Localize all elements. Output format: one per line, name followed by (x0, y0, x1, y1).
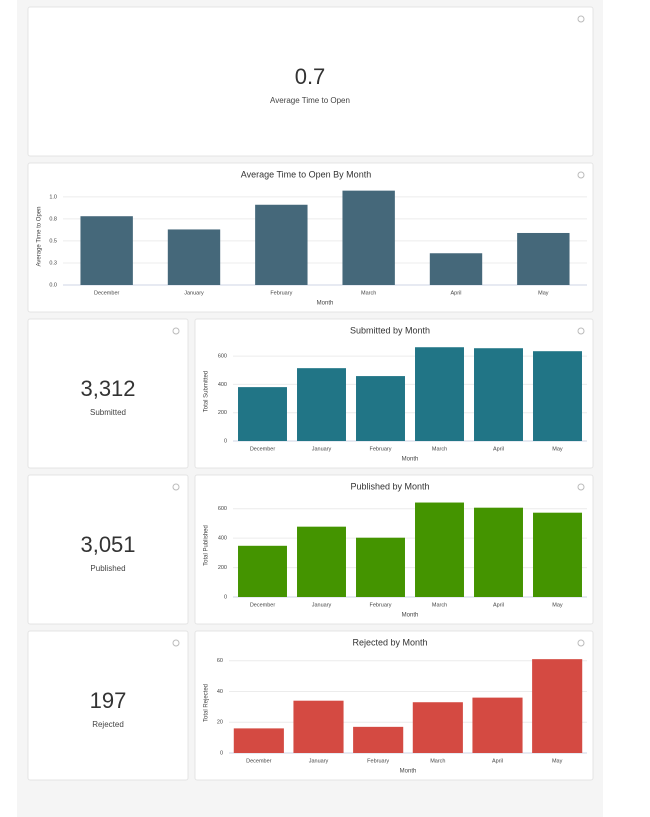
kpi-label: Published (90, 564, 125, 573)
bar (255, 204, 308, 285)
y-tick-label: 0.3 (49, 260, 57, 266)
x-tick-label: May (538, 290, 549, 296)
y-tick-label: 60 (217, 658, 223, 664)
kpi-card (27, 6, 594, 157)
bar (533, 512, 582, 597)
bar (474, 348, 523, 441)
y-axis-label: Total Rejected (204, 684, 210, 722)
settings-icon[interactable] (172, 483, 180, 491)
x-tick-label: December (94, 290, 120, 296)
kpi-label: Average Time to Open (270, 96, 350, 105)
settings-icon[interactable] (172, 639, 180, 647)
x-tick-label: January (309, 758, 329, 764)
kpi-value: 3,312 (80, 376, 135, 401)
bar (532, 659, 583, 753)
x-tick-label: December (250, 446, 276, 452)
kpi-card (27, 630, 189, 781)
y-tick-label: 20 (217, 720, 223, 726)
x-tick-label: March (432, 446, 447, 452)
x-tick-label: March (361, 290, 376, 296)
chart-title: Submitted by Month (350, 325, 430, 335)
x-tick-label: January (312, 602, 332, 608)
chart-title: Rejected by Month (352, 637, 427, 647)
x-tick-label: February (367, 758, 389, 764)
chart-title: Published by Month (350, 481, 429, 491)
bar (415, 347, 464, 441)
kpi-label: Rejected (92, 720, 124, 729)
x-tick-label: February (369, 602, 391, 608)
bar (533, 351, 582, 441)
y-tick-label: 200 (218, 410, 227, 416)
bar (474, 507, 523, 597)
x-axis-label: Month (402, 613, 419, 619)
settings-icons (172, 15, 585, 647)
bar (429, 253, 483, 285)
y-axis-label: Total Submitted (204, 371, 210, 412)
x-tick-label: May (552, 758, 563, 764)
y-axis-label: Total Published (204, 525, 210, 566)
bar (293, 700, 344, 753)
x-tick-label: January (312, 446, 332, 452)
y-tick-label: 200 (218, 565, 227, 571)
kpi-value: 197 (90, 688, 127, 713)
x-tick-label: April (450, 290, 461, 296)
bar (297, 368, 346, 441)
x-tick-label: May (552, 602, 563, 608)
y-tick-label: 400 (218, 382, 227, 388)
bar (517, 232, 570, 285)
settings-icon[interactable] (577, 15, 585, 23)
kpi-value: 0.7 (295, 64, 326, 89)
settings-icon[interactable] (172, 327, 180, 335)
kpi-card (27, 474, 189, 625)
bar (472, 697, 523, 753)
y-tick-label: 0 (220, 750, 223, 756)
x-axis-label: Month (402, 457, 419, 463)
x-tick-label: May (552, 446, 563, 452)
bar (238, 387, 287, 441)
kpi-card (27, 318, 189, 469)
settings-icon[interactable] (577, 327, 585, 335)
y-tick-label: 1.0 (49, 194, 57, 200)
bar (412, 702, 463, 753)
x-tick-label: February (270, 290, 292, 296)
bar (356, 376, 405, 441)
x-tick-label: January (184, 290, 204, 296)
x-tick-label: December (250, 602, 276, 608)
bar (415, 502, 464, 597)
x-tick-label: March (432, 602, 447, 608)
x-axis-label: Month (317, 301, 334, 307)
x-tick-label: April (493, 602, 504, 608)
x-tick-label: April (492, 758, 503, 764)
kpi-label: Submitted (90, 408, 126, 417)
bar (353, 726, 404, 753)
y-tick-label: 600 (218, 506, 227, 512)
x-tick-label: April (493, 446, 504, 452)
bar (342, 190, 395, 285)
y-tick-label: 0 (224, 438, 227, 444)
settings-icon[interactable] (577, 639, 585, 647)
bar (233, 728, 284, 753)
y-tick-label: 0.0 (49, 282, 57, 288)
y-tick-label: 0.5 (49, 238, 57, 244)
bar (167, 229, 221, 285)
y-tick-label: 0.8 (49, 216, 57, 222)
x-tick-label: February (369, 446, 391, 452)
x-tick-label: March (430, 758, 445, 764)
y-tick-label: 600 (218, 354, 227, 360)
x-axis-label: Month (400, 769, 417, 775)
bar (80, 216, 133, 285)
x-tick-label: December (246, 758, 272, 764)
kpi-value: 3,051 (80, 532, 135, 557)
chart-title: Average Time to Open By Month (241, 169, 371, 179)
settings-icon[interactable] (577, 483, 585, 491)
settings-icon[interactable] (577, 171, 585, 179)
y-tick-label: 0 (224, 594, 227, 600)
y-axis-label: Average Time to Open (37, 207, 43, 267)
bar (297, 526, 346, 597)
bar (238, 545, 287, 597)
y-tick-label: 40 (217, 689, 223, 695)
bar (356, 537, 405, 597)
y-tick-label: 400 (218, 536, 227, 542)
